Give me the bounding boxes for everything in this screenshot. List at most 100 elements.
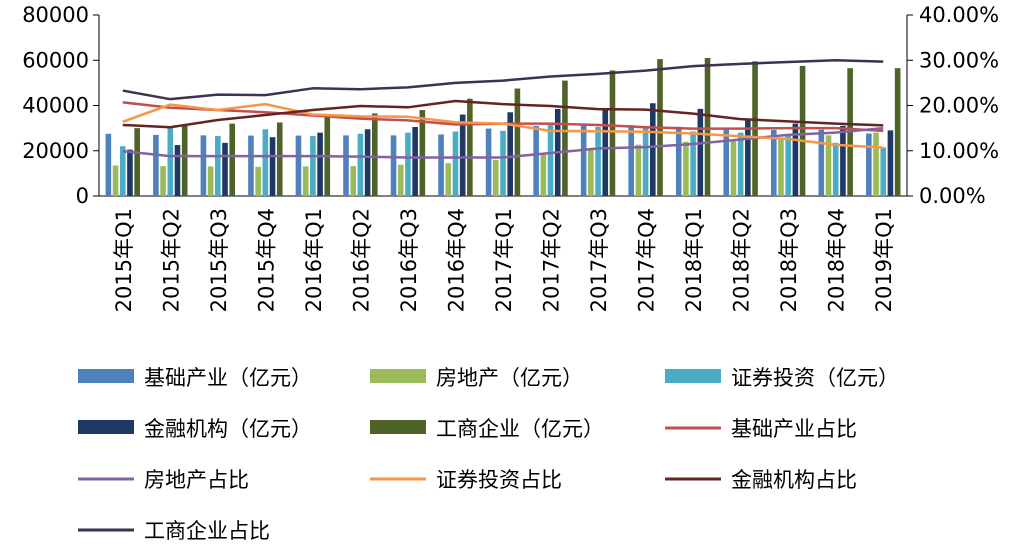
bar (262, 129, 269, 196)
legend-swatch-bar (370, 420, 426, 434)
x-tick-label: 2015年Q1 (112, 208, 136, 312)
bar (704, 57, 711, 196)
x-tick-label: 2017年Q2 (540, 208, 564, 312)
bar (514, 88, 521, 196)
bar (485, 128, 492, 196)
bar (635, 144, 642, 196)
bar (840, 125, 846, 196)
lines (122, 59, 884, 159)
bar (675, 126, 682, 196)
bar (405, 132, 411, 196)
bar (248, 135, 254, 196)
bar (588, 147, 594, 196)
bar (310, 136, 316, 196)
bar (602, 108, 609, 196)
bar (697, 108, 704, 196)
bar (317, 132, 323, 196)
bar (609, 70, 616, 196)
bar (350, 166, 357, 196)
bar (127, 149, 133, 196)
bar (825, 135, 832, 196)
legend-swatch-bar (78, 420, 134, 434)
x-tick-label: 2018年Q4 (825, 208, 849, 312)
bar (445, 163, 452, 196)
right-tick-label: 20.00% (919, 94, 999, 118)
bar (866, 133, 872, 196)
bar (134, 128, 140, 197)
bar (595, 126, 601, 196)
bar (357, 133, 364, 196)
legend-label: 金融机构占比 (731, 468, 857, 492)
bar (500, 130, 506, 196)
axes: 0 20000 40000 60000 80000 0.00% 10.00% 20.00% 30… (22, 3, 999, 208)
x-tick-label: 2017年Q3 (587, 208, 611, 312)
left-tick-label: 40000 (22, 94, 89, 118)
bar (174, 145, 181, 196)
bar (222, 142, 228, 196)
bar (533, 125, 539, 196)
x-tick-label: 2016年Q1 (302, 208, 326, 312)
bar (419, 110, 426, 196)
bar (723, 128, 730, 196)
x-tick-label: 2016年Q4 (444, 208, 468, 312)
bar (167, 128, 174, 197)
bar (832, 142, 839, 196)
bar (540, 154, 547, 196)
bar (412, 126, 418, 196)
bar (255, 166, 261, 196)
bar (269, 137, 276, 196)
left-tick-label: 0 (76, 184, 89, 208)
x-tick-label: 2016年Q2 (349, 208, 373, 312)
legend-label: 证券投资占比 (436, 468, 562, 492)
bar (745, 119, 751, 196)
x-tick-label: 2015年Q3 (207, 208, 231, 312)
bar (730, 139, 737, 196)
bar (459, 114, 466, 196)
bar (818, 129, 825, 196)
legend-label: 房地产（亿元） (436, 366, 583, 390)
bar (778, 137, 784, 196)
bar (690, 131, 696, 196)
legend-swatch-bar (78, 369, 134, 383)
bar (200, 135, 207, 196)
left-tick-label: 60000 (22, 48, 89, 72)
series-line (122, 99, 884, 129)
bar (683, 141, 689, 196)
bar (390, 135, 397, 196)
legend: 基础产业（亿元） 房地产（亿元） 证券投资（亿元） 金融机构（亿元） 工商企业（亿元） 基… (78, 366, 899, 543)
bar (112, 165, 119, 196)
bar (372, 113, 378, 196)
bar (276, 122, 283, 196)
legend-label: 金融机构（亿元） (144, 417, 312, 441)
right-tick-label: 0.00% (919, 184, 986, 208)
bar (467, 98, 473, 196)
bar (160, 166, 166, 196)
legend-label: 工商企业占比 (144, 519, 270, 543)
bar (438, 134, 444, 196)
legend-label: 证券投资（亿元） (731, 366, 899, 390)
legend-swatch-bar (665, 369, 721, 383)
legend-label: 工商企业（亿元） (436, 417, 604, 441)
x-tick-label: 2016年Q3 (397, 208, 421, 312)
bar (181, 125, 188, 196)
bar (785, 134, 791, 196)
bar (894, 68, 901, 196)
right-tick-label: 10.00% (919, 139, 999, 163)
x-tick-label: 2017年Q4 (635, 208, 659, 312)
bar (562, 80, 568, 196)
bar (873, 132, 879, 196)
bar (397, 164, 404, 196)
x-tick-label: 2015年Q2 (159, 208, 183, 312)
bar (642, 128, 649, 197)
bar (737, 132, 744, 196)
x-tick-label: 2018年Q1 (682, 208, 706, 312)
series-line (122, 59, 884, 101)
bar (628, 125, 634, 196)
bar (649, 103, 656, 196)
x-tick-label: 2018年Q3 (777, 208, 801, 312)
legend-label: 房地产占比 (144, 468, 249, 492)
bar (799, 65, 806, 196)
bar (880, 147, 887, 196)
bar (507, 112, 513, 196)
x-tick-label: 2019年Q1 (872, 208, 896, 312)
